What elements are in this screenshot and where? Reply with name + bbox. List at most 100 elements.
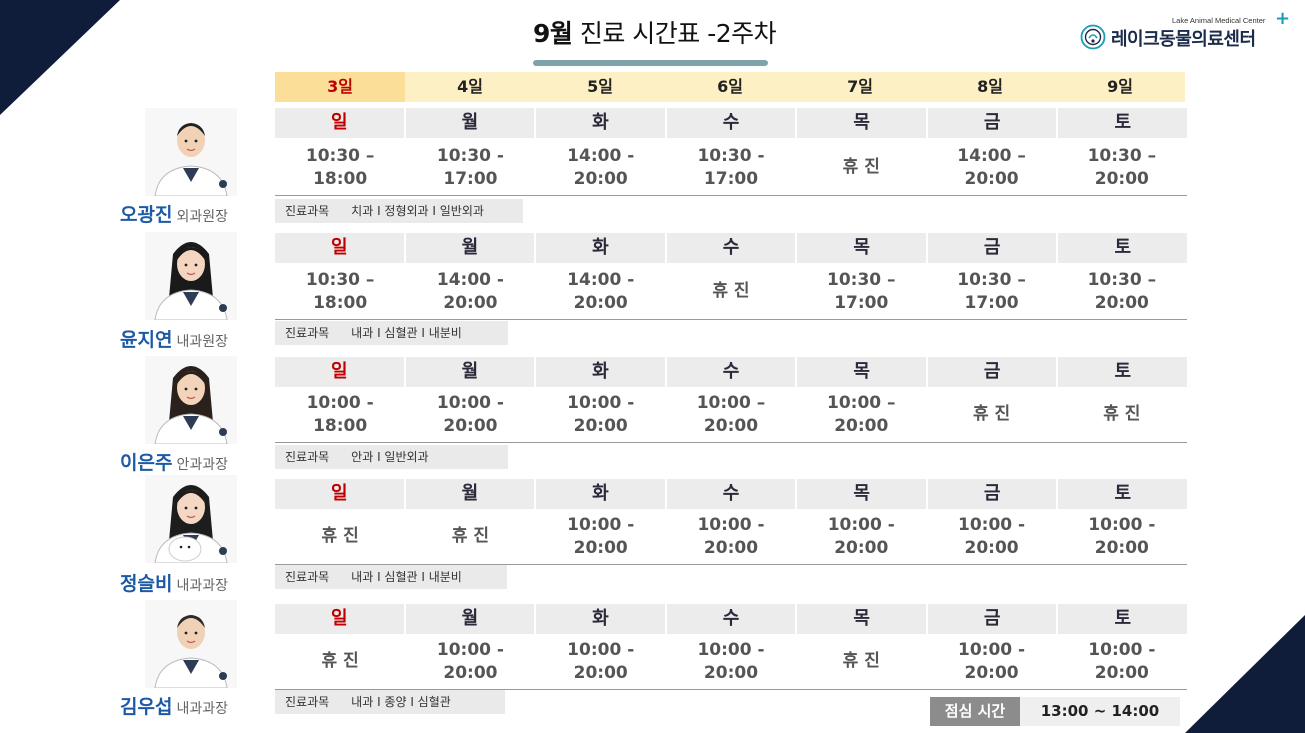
weekday-cell: 일 [275, 233, 404, 263]
weekday-cell: 일 [275, 604, 404, 634]
weekday-cell: 수 [666, 108, 796, 138]
hours-cell: 14:00 - 20:00 [567, 145, 635, 189]
hours-cell: 10:00 - 20:00 [436, 392, 504, 436]
hours-cell: 10:00 – 20:00 [696, 392, 766, 436]
date-cell: 7일 [847, 77, 873, 96]
weekday-cell: 월 [405, 604, 535, 634]
doctor-name-text: 정슬비 [120, 573, 173, 595]
weekday-cell: 금 [927, 604, 1057, 634]
department-list: 내과 I 심혈관 I 내분비 [351, 326, 462, 340]
hours-cell: 휴 진 [712, 281, 750, 301]
weekday-cell: 월 [405, 357, 535, 387]
weekday-cell: 수 [666, 604, 796, 634]
logo-plus-icon: + [1275, 8, 1291, 29]
hours-cell: 휴 진 [321, 651, 359, 671]
hours-cell: 10:00 - 20:00 [697, 639, 765, 683]
hours-cell: 10:00 – 20:00 [827, 392, 896, 436]
hours-cell: 14:00 – 20:00 [957, 145, 1026, 189]
date-cell: 5일 [587, 77, 613, 96]
department-box: 진료과목 안과 I 일반외과 [275, 445, 508, 469]
doctor-name: 윤지연 내과원장 [120, 325, 228, 352]
hours-row: 10:30 – 18:00 14:00 - 20:00 14:00 - 20:00 휴… [275, 264, 1187, 320]
hours-row: 10:30 – 18:00 10:30 - 17:00 14:00 - 20:00 1… [275, 140, 1187, 196]
weekday-cell: 목 [797, 357, 926, 387]
hours-cell: 10:30 – 17:00 [827, 269, 896, 313]
doctor-name-text: 윤지연 [120, 329, 173, 351]
date-cell: 3일 [275, 72, 405, 102]
doctor-title: 내과과장 [176, 701, 228, 717]
hours-cell: 휴 진 [321, 526, 359, 546]
hours-row: 휴 진 10:00 - 20:00 10:00 - 20:00 10:00 - 20:… [275, 634, 1187, 690]
doctor-name: 이은주 안과과장 [120, 448, 228, 475]
title-underline [533, 60, 768, 66]
hours-cell: 10:30 – 20:00 [1087, 145, 1157, 189]
hours-cell: 10:00 - 20:00 [1088, 639, 1156, 683]
lunch-label: 점심 시간 [930, 697, 1020, 726]
weekday-cell: 토 [1058, 233, 1188, 263]
weekday-cell: 일 [275, 108, 404, 138]
doctor-name: 정슬비 내과과장 [120, 569, 228, 596]
doctor-title: 외과원장 [176, 209, 228, 225]
weekday-cell: 금 [927, 233, 1057, 263]
hours-cell: 14:00 - 20:00 [567, 269, 635, 313]
doctor-avatar [145, 232, 237, 320]
title-rest: 진료 시간표 -2주차 [572, 19, 777, 48]
hours-cell: 휴 진 [451, 526, 490, 546]
hours-cell: 휴 진 [842, 651, 880, 671]
hours-cell: 10:00 - 18:00 [306, 392, 374, 436]
hours-cell: 10:30 – 17:00 [957, 269, 1026, 313]
hours-cell: 10:30 – 20:00 [1087, 269, 1157, 313]
weekday-cell: 목 [797, 233, 926, 263]
corner-decoration-bottom-right [1185, 615, 1305, 733]
weekday-cell: 화 [536, 233, 665, 263]
weekday-cell: 화 [536, 604, 665, 634]
hours-cell: 휴 진 [1103, 404, 1141, 424]
department-box: 진료과목 내과 I 심혈관 I 내분비 [275, 565, 507, 589]
weekday-cell: 금 [927, 357, 1057, 387]
weekday-cell: 수 [666, 233, 796, 263]
weekday-cell: 토 [1058, 357, 1188, 387]
department-list: 치과 I 정형외과 I 일반외과 [351, 204, 484, 218]
weekday-cell: 토 [1058, 108, 1188, 138]
doctor-title: 내과원장 [176, 334, 228, 350]
weekday-cell: 토 [1058, 604, 1188, 634]
weekday-cell: 화 [536, 108, 665, 138]
doctor-avatar [145, 475, 237, 563]
weekday-cell: 일 [275, 479, 404, 509]
hours-cell: 10:00 - 20:00 [567, 392, 635, 436]
corner-decoration-top-left [0, 0, 120, 115]
weekday-cell: 월 [405, 108, 535, 138]
weekday-cell: 수 [666, 357, 796, 387]
hours-cell: 10:00 - 20:00 [697, 514, 765, 558]
weekday-cell: 화 [536, 357, 665, 387]
hours-cell: 10:00 - 20:00 [436, 639, 504, 683]
doctor-name: 김우섭 내과과장 [120, 692, 228, 719]
hours-cell: 10:30 - 17:00 [436, 145, 504, 189]
date-cell: 4일 [457, 77, 483, 96]
doctor-title: 안과과장 [176, 457, 228, 473]
weekday-cell: 수 [666, 479, 796, 509]
hours-cell: 10:00 - 20:00 [958, 514, 1026, 558]
weekday-cell: 일 [275, 357, 404, 387]
weekday-cell: 금 [927, 108, 1057, 138]
hours-cell: 휴 진 [972, 404, 1011, 424]
doctor-avatar [145, 600, 237, 688]
weekday-cell: 금 [927, 479, 1057, 509]
department-list: 내과 I 종양 I 심혈관 [351, 695, 451, 709]
hours-cell: 10:30 – 18:00 [305, 269, 375, 313]
department-label: 진료과목 [285, 570, 330, 584]
department-label: 진료과목 [285, 204, 330, 218]
hours-cell: 10:00 - 20:00 [567, 639, 635, 683]
doctor-avatar [145, 108, 237, 196]
lunch-value: 13:00 ~ 14:00 [1020, 697, 1180, 726]
date-cell: 9일 [1107, 77, 1133, 96]
logo-name: 레이크동물의료센터 [1111, 29, 1256, 50]
doctor-avatar [145, 356, 237, 444]
hours-row: 10:00 - 18:00 10:00 - 20:00 10:00 - 20:00 1… [275, 387, 1187, 443]
department-list: 내과 I 심혈관 I 내분비 [351, 570, 462, 584]
hours-cell: 10:30 – 18:00 [305, 145, 375, 189]
